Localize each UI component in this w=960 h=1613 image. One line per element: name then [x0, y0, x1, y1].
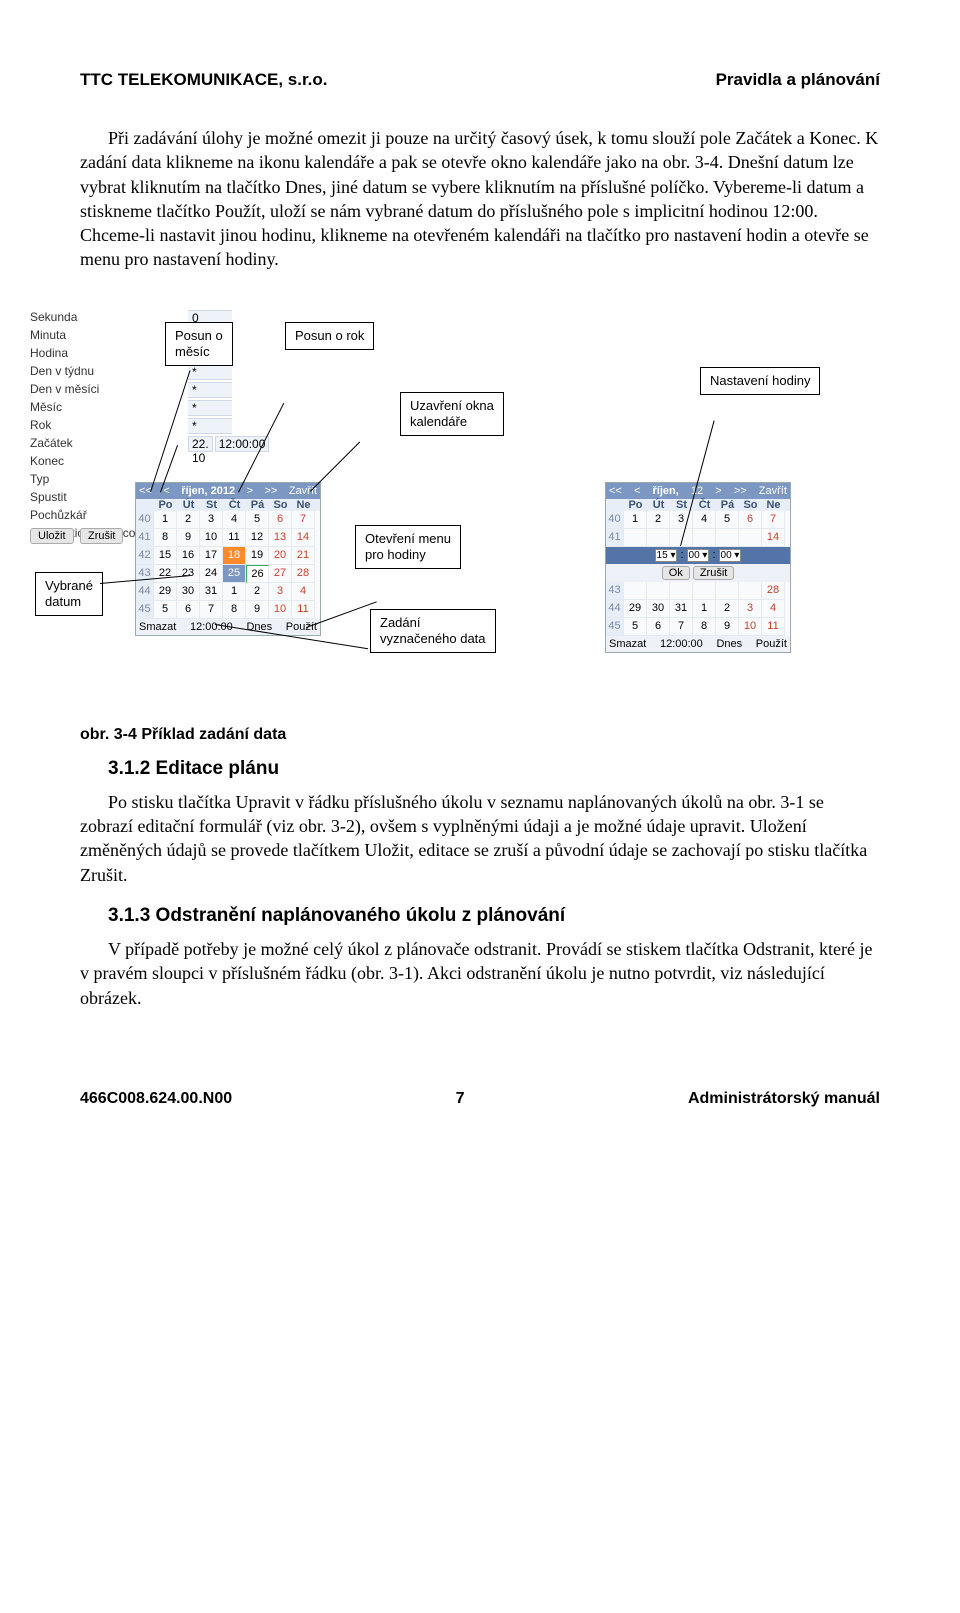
second-select[interactable]: 00 ▾	[719, 549, 742, 562]
selected-cell[interactable]: 26	[246, 565, 269, 583]
header-company: TTC TELEKOMUNIKACE, s.r.o.	[80, 70, 327, 90]
figure-3-4: Sekunda Minuta Hodina Den v týdnu Den v …	[80, 292, 880, 712]
footer-title: Administrátorský manuál	[688, 1090, 880, 1108]
val-den-mesici[interactable]: *	[188, 382, 232, 398]
label-rok: Rok	[30, 418, 180, 434]
pouzit-button[interactable]: Použít	[286, 621, 317, 633]
nav-month-next[interactable]: >	[244, 485, 256, 497]
heading-3-1-2: 3.1.2 Editace plánu	[108, 758, 880, 780]
label-mesic: Měsíc	[30, 400, 180, 416]
calendar-nav: << < říjen, 2012 > >> Zavřít	[136, 483, 320, 499]
calendar-month: říjen, 2012	[178, 485, 238, 497]
save-button[interactable]: Uložit	[30, 528, 74, 544]
callout-zadani: Zadání vyznačeného data	[370, 609, 496, 654]
cancel-button[interactable]: Zrušit	[80, 528, 124, 544]
hour-select[interactable]: 15 ▾	[655, 549, 678, 562]
label-den-tydnu: Den v týdnu	[30, 364, 180, 380]
label-hodina: Hodina	[30, 346, 180, 362]
calendar-grid: 401234567 41891011121314 421516171819202…	[136, 511, 320, 619]
footer-docid: 466C008.624.00.N00	[80, 1090, 232, 1108]
callout-posun-mesic: Posun o měsíc	[165, 322, 233, 367]
callout-posun-rok: Posun o rok	[285, 322, 374, 350]
calendar-left: << < říjen, 2012 > >> Zavřít PoÚtStČtPáS…	[135, 482, 321, 636]
time-selector: 15 ▾: 00 ▾: 00 ▾	[606, 547, 790, 564]
label-zacatek: Začátek	[30, 436, 180, 452]
paragraph-3: V případě potřeby je možné celý úkol z p…	[80, 937, 880, 1010]
time-ok-button[interactable]: Ok	[662, 566, 690, 580]
val-rok[interactable]: *	[188, 418, 232, 434]
footer-pagenum: 7	[456, 1090, 465, 1108]
time-cancel-button[interactable]: Zrušit	[693, 566, 735, 580]
page-header: TTC TELEKOMUNIKACE, s.r.o. Pravidla a pl…	[80, 70, 880, 90]
label-den-mesici: Den v měsíci	[30, 382, 180, 398]
today-cell[interactable]: 18	[223, 547, 246, 565]
nav-year-next[interactable]: >>	[262, 485, 281, 497]
paragraph-1: Při zadávání úlohy je možné omezit ji po…	[80, 126, 880, 272]
form-buttons: Uložit Zrušit	[30, 526, 125, 544]
minute-select[interactable]: 00 ▾	[687, 549, 710, 562]
calendar-day-headers: PoÚtStČtPáSoNe	[136, 499, 320, 511]
calendar-nav-2: << < říjen, 12 > >> Zavřít	[606, 483, 790, 499]
callout-vybrane: Vybrané datum	[35, 572, 103, 617]
calendar-right: << < říjen, 12 > >> Zavřít PoÚtStČtPáSoN…	[605, 482, 791, 653]
paragraph-2: Po stisku tlačítka Upravit v řádku přísl…	[80, 790, 880, 887]
page-footer: 466C008.624.00.N00 7 Administrátorský ma…	[80, 1090, 880, 1108]
val-mesic[interactable]: *	[188, 400, 232, 416]
header-title: Pravidla a plánování	[716, 70, 880, 90]
label-minuta: Minuta	[30, 328, 180, 344]
heading-3-1-3: 3.1.3 Odstranění naplánovaného úkolu z p…	[108, 905, 880, 927]
val-zacatek-date[interactable]: 22. 10	[188, 436, 213, 452]
callout-nastaveni: Nastavení hodiny	[700, 367, 820, 395]
callout-otevreni: Otevření menu pro hodiny	[355, 525, 461, 570]
callout-uzavreni: Uzavření okna kalendáře	[400, 392, 504, 437]
smazat-button[interactable]: Smazat	[139, 621, 176, 633]
figure-caption: obr. 3-4 Příklad zadání data	[80, 726, 880, 744]
label-sekunda: Sekunda	[30, 310, 180, 326]
